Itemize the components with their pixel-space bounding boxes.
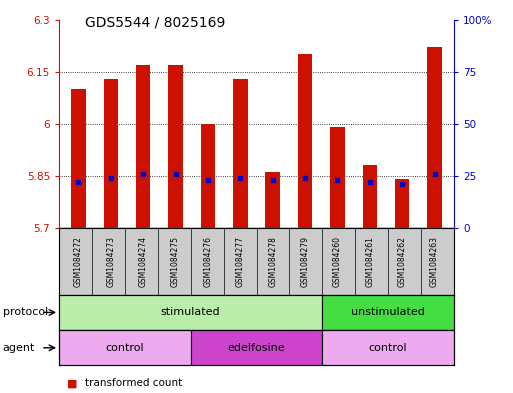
- Text: protocol: protocol: [3, 307, 48, 318]
- Bar: [59, 295, 322, 330]
- Text: transformed count: transformed count: [85, 378, 182, 388]
- Bar: [201, 124, 215, 228]
- Text: GSM1084279: GSM1084279: [301, 236, 309, 287]
- Bar: [59, 330, 191, 365]
- Text: GSM1084261: GSM1084261: [365, 236, 374, 287]
- Bar: [233, 79, 248, 228]
- Bar: [104, 79, 118, 228]
- Text: GSM1084277: GSM1084277: [236, 236, 245, 287]
- Text: edelfosine: edelfosine: [228, 343, 285, 353]
- Text: GSM1084272: GSM1084272: [74, 236, 83, 287]
- Text: GSM1084262: GSM1084262: [398, 236, 407, 287]
- Text: GSM1084274: GSM1084274: [139, 236, 148, 287]
- Text: GDS5544 / 8025169: GDS5544 / 8025169: [85, 16, 225, 30]
- Text: GSM1084273: GSM1084273: [106, 236, 115, 287]
- Text: GSM1084260: GSM1084260: [333, 236, 342, 287]
- Bar: [395, 179, 409, 228]
- Bar: [71, 89, 86, 228]
- Bar: [191, 330, 322, 365]
- Text: agent: agent: [3, 343, 35, 353]
- Text: GSM1084278: GSM1084278: [268, 236, 277, 287]
- Bar: [298, 54, 312, 228]
- Text: GSM1084276: GSM1084276: [204, 236, 212, 287]
- Text: control: control: [369, 343, 407, 353]
- Bar: [136, 65, 150, 228]
- Bar: [322, 330, 454, 365]
- Bar: [363, 165, 377, 228]
- Text: stimulated: stimulated: [161, 307, 221, 318]
- Text: control: control: [106, 343, 144, 353]
- Text: GSM1084275: GSM1084275: [171, 236, 180, 287]
- Text: ■: ■: [67, 378, 77, 388]
- Bar: [330, 127, 345, 228]
- Bar: [427, 48, 442, 228]
- Bar: [168, 65, 183, 228]
- Bar: [265, 173, 280, 228]
- Bar: [322, 295, 454, 330]
- Text: GSM1084263: GSM1084263: [430, 236, 439, 287]
- Text: unstimulated: unstimulated: [351, 307, 425, 318]
